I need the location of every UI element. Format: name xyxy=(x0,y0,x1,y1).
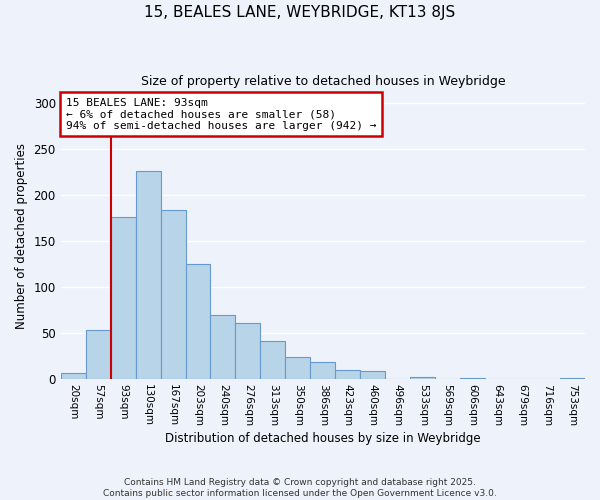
Bar xyxy=(110,217,136,380)
Title: Size of property relative to detached houses in Weybridge: Size of property relative to detached ho… xyxy=(140,75,505,88)
Bar xyxy=(86,330,110,380)
Bar xyxy=(286,358,310,380)
X-axis label: Distribution of detached houses by size in Weybridge: Distribution of detached houses by size … xyxy=(165,432,481,445)
Bar xyxy=(235,323,260,380)
Bar xyxy=(335,370,360,380)
Bar xyxy=(185,264,211,380)
Bar xyxy=(460,378,485,380)
Bar xyxy=(260,340,286,380)
Text: 15 BEALES LANE: 93sqm
← 6% of detached houses are smaller (58)
94% of semi-detac: 15 BEALES LANE: 93sqm ← 6% of detached h… xyxy=(66,98,376,131)
Bar xyxy=(161,210,185,380)
Bar xyxy=(410,376,435,380)
Bar xyxy=(211,315,235,380)
Bar xyxy=(560,378,585,380)
Bar xyxy=(310,362,335,380)
Bar xyxy=(360,371,385,380)
Text: 15, BEALES LANE, WEYBRIDGE, KT13 8JS: 15, BEALES LANE, WEYBRIDGE, KT13 8JS xyxy=(145,5,455,20)
Text: Contains HM Land Registry data © Crown copyright and database right 2025.
Contai: Contains HM Land Registry data © Crown c… xyxy=(103,478,497,498)
Y-axis label: Number of detached properties: Number of detached properties xyxy=(15,144,28,330)
Bar xyxy=(136,171,161,380)
Bar xyxy=(61,373,86,380)
